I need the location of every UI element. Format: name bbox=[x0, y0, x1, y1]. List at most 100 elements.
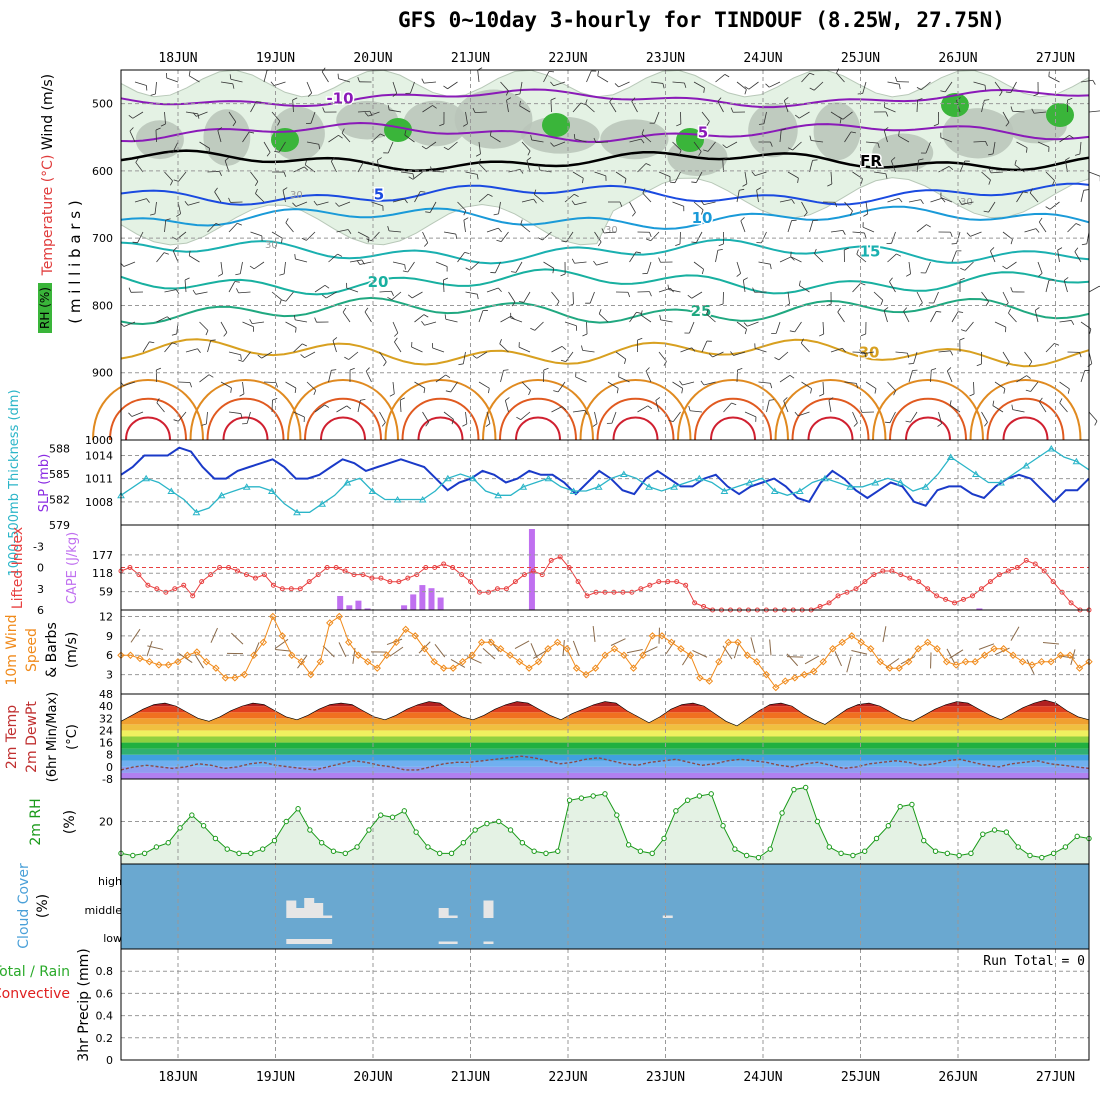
date-label-top: 18JUN bbox=[158, 51, 197, 66]
wind-barb-flag bbox=[636, 252, 641, 253]
cloud-bar-low bbox=[439, 942, 449, 945]
rh-point bbox=[249, 851, 253, 855]
temp-contour-label: 5 bbox=[374, 185, 384, 203]
date-label-top: 20JUN bbox=[353, 51, 392, 66]
wind-barb-flag bbox=[446, 391, 451, 392]
wind-barb-flag bbox=[843, 230, 845, 234]
wind-barb-flag bbox=[281, 238, 282, 243]
rh-point bbox=[638, 849, 642, 853]
wind-barb bbox=[350, 260, 362, 262]
temp-contour-label: -10 bbox=[326, 89, 353, 107]
wind-barb-flag bbox=[473, 355, 477, 358]
wind-barb-flag bbox=[424, 315, 428, 318]
wind-barb bbox=[1031, 382, 1038, 391]
rh-point bbox=[497, 819, 501, 823]
pressure-tick-label: 800 bbox=[92, 299, 113, 312]
wind-barb bbox=[680, 232, 681, 244]
rh-point bbox=[803, 785, 807, 789]
wind-barb-flag bbox=[926, 225, 930, 228]
wind-barb bbox=[702, 341, 707, 352]
temp-tick-label: 24 bbox=[99, 724, 113, 737]
rh-point bbox=[461, 841, 465, 845]
cloud-bar-middle bbox=[439, 908, 449, 918]
rh-point bbox=[957, 853, 961, 857]
wind-barb bbox=[307, 82, 312, 93]
wind-barb-flag bbox=[702, 269, 703, 274]
wind-barb-flag bbox=[861, 334, 866, 336]
wind-barb bbox=[272, 292, 281, 300]
wind-barb-flag bbox=[129, 288, 131, 293]
wind-barb bbox=[643, 193, 651, 202]
wind-barb-flag bbox=[1084, 190, 1089, 191]
wind-barb bbox=[755, 348, 766, 352]
cloud-bar-low bbox=[313, 939, 323, 944]
wind-barb bbox=[286, 223, 294, 232]
wind-barb-flag bbox=[899, 84, 900, 89]
rh2m-label: 2m RH bbox=[28, 798, 44, 845]
rh-point bbox=[154, 845, 158, 849]
slp-axis-label: SLP (mb) bbox=[37, 454, 52, 513]
wind-barb bbox=[208, 340, 211, 352]
rh-point bbox=[827, 845, 831, 849]
rh-axis-label: RH (%) bbox=[38, 287, 52, 329]
wind-barb-flag bbox=[443, 278, 448, 280]
wind-barb bbox=[1025, 352, 1032, 362]
wind-barb-flag bbox=[744, 322, 747, 326]
date-label-bottom: 25JUN bbox=[841, 1070, 880, 1085]
cloud-bar-low bbox=[483, 942, 493, 945]
wind-barb-flag bbox=[1082, 244, 1087, 245]
wind-barb bbox=[446, 319, 458, 322]
wind-barb bbox=[195, 655, 204, 669]
wind-barb bbox=[393, 322, 398, 333]
wind-barb-flag bbox=[156, 368, 161, 370]
rh-point bbox=[142, 851, 146, 855]
wind-barb bbox=[189, 256, 199, 262]
rh-point bbox=[1063, 845, 1067, 849]
wind-barb bbox=[749, 82, 759, 89]
wind-barb-flag bbox=[498, 288, 501, 292]
wind-barb-flag bbox=[790, 331, 795, 332]
wind-barb bbox=[892, 232, 896, 243]
thickness-tick-label: 579 bbox=[49, 519, 70, 532]
rh-point bbox=[815, 819, 819, 823]
wind-barb-flag bbox=[325, 285, 329, 288]
wind-barb bbox=[767, 400, 770, 412]
wind-barb bbox=[909, 371, 912, 382]
wind-barb bbox=[337, 406, 347, 412]
wind-barb-flag bbox=[276, 383, 278, 388]
wind-barb bbox=[787, 657, 803, 658]
rh-point bbox=[910, 802, 914, 806]
cape-axis-label: CAPE (J/kg) bbox=[65, 532, 80, 604]
temp2m-label: 2m Temp bbox=[4, 705, 20, 769]
wind-barb bbox=[458, 252, 465, 262]
wind-barb-flag bbox=[302, 344, 306, 346]
rh-point bbox=[1016, 845, 1020, 849]
rh-point bbox=[874, 836, 878, 840]
rh-point bbox=[733, 847, 737, 851]
wind-barb bbox=[211, 628, 218, 643]
wind-barb bbox=[627, 649, 643, 652]
wind-barb-flag bbox=[128, 413, 131, 417]
wind-barb-flag bbox=[646, 239, 651, 241]
wind-barb bbox=[1043, 642, 1059, 644]
rh-point bbox=[945, 851, 949, 855]
wind-barb bbox=[464, 220, 466, 232]
wind-barb-flag bbox=[967, 233, 970, 237]
wind-barb-flag bbox=[529, 390, 531, 395]
rh-point bbox=[768, 847, 772, 851]
wind-barb bbox=[229, 352, 241, 355]
wind-barb-flag bbox=[799, 281, 800, 286]
rh-point bbox=[721, 824, 725, 828]
wind-barb-flag bbox=[190, 383, 192, 388]
wind-barb-flag bbox=[562, 346, 566, 349]
temp-tick-label: 0 bbox=[106, 761, 113, 774]
wind-barb bbox=[436, 262, 447, 266]
wind-barb bbox=[888, 254, 897, 262]
wind-barb-flag bbox=[503, 370, 508, 371]
wind-barb bbox=[470, 262, 479, 270]
wind-barb-flag bbox=[615, 83, 619, 87]
date-label-bottom: 19JUN bbox=[256, 1070, 295, 1085]
heat-contour bbox=[126, 418, 170, 441]
wind-barb-flag bbox=[689, 406, 690, 411]
rh-point bbox=[626, 843, 630, 847]
